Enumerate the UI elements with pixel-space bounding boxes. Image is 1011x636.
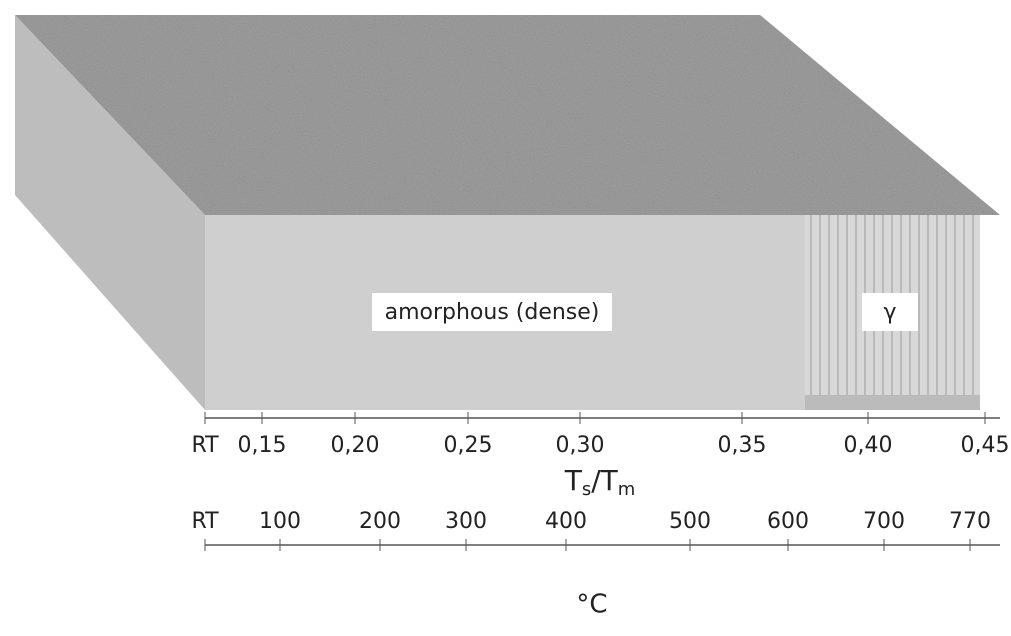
tick-label: 100 [259, 509, 301, 534]
tick-label: RT [191, 433, 219, 458]
zone-label: γ [883, 300, 896, 325]
zone-label-box [862, 293, 918, 331]
tick-label: 600 [767, 509, 809, 534]
tick-label: 0,25 [444, 433, 493, 458]
top-axis-label: Ts/Tm [564, 464, 636, 500]
tick-label: 0,45 [961, 433, 1010, 458]
tick-label: 500 [669, 509, 711, 534]
tick-label: 700 [863, 509, 905, 534]
subscript: s [582, 479, 591, 500]
tick-label: 0,40 [844, 433, 893, 458]
top-texture [15, 15, 1000, 215]
bottom-axis: RT 100 200 300 400 500 600 700 770 [191, 509, 991, 551]
separator: / [591, 464, 601, 497]
tick-label: 200 [359, 509, 401, 534]
side-face [15, 15, 205, 410]
subscript: m [618, 479, 636, 500]
tick-label: 0,35 [718, 433, 767, 458]
zone-label-box [372, 293, 612, 331]
bottom-axis-label: °C [576, 590, 607, 620]
block: amorphous (dense) γ [15, 15, 1000, 410]
tick-label: 770 [949, 509, 991, 534]
zone-label: amorphous (dense) [385, 300, 600, 325]
tick-label: 300 [445, 509, 487, 534]
symbol: T [600, 464, 619, 497]
tick-label: 400 [545, 509, 587, 534]
tick-label: 0,15 [238, 433, 287, 458]
gamma-base [805, 395, 980, 410]
tick-label: RT [191, 509, 219, 534]
top-axis: RT 0,15 0,20 0,25 0,30 0,35 0,40 0,45 [191, 412, 1009, 458]
symbol: T [564, 464, 583, 497]
tick-label: 0,20 [331, 433, 380, 458]
tick-label: 0,30 [556, 433, 605, 458]
